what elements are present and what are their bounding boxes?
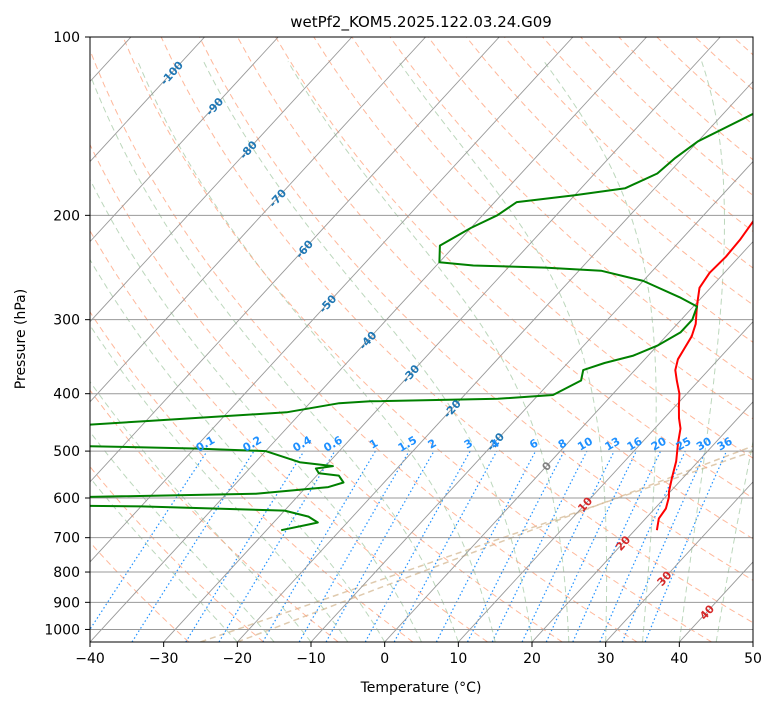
reference-curve [200, 450, 753, 642]
isotherm-line [163, 37, 721, 642]
mixing-ratio-line [218, 450, 336, 642]
mixing-ratio-line [364, 450, 471, 642]
y-tick-label: 100 [53, 30, 80, 46]
y-tick-label: 900 [53, 595, 80, 611]
y-axis-ticks: 100 200 300 400 500 600 700 800 900 1000 [44, 30, 90, 638]
mixing-ratio-line [599, 450, 686, 642]
mixing-ratio-line [325, 450, 435, 642]
profile-series [90, 112, 753, 532]
moist-adiabat [543, 61, 657, 642]
x-tick-label: 40 [670, 651, 688, 667]
y-tick-label: 700 [53, 531, 80, 547]
isotherm-line [458, 321, 753, 642]
dry-adiabat [351, 37, 753, 420]
dry-adiabat [275, 37, 753, 499]
mixing-ratio-line [393, 450, 498, 642]
mixing-ratio-line [491, 450, 588, 642]
dry-adiabat [237, 37, 753, 540]
isotherm-line [90, 37, 426, 403]
isotherm-line [90, 37, 500, 483]
y-tick-label: 500 [53, 444, 80, 460]
isotherm-lines [90, 37, 753, 642]
dry-adiabat [90, 48, 638, 642]
isotherm-line [531, 401, 753, 642]
moist-adiabat [90, 431, 275, 642]
isotherm-line [90, 37, 279, 243]
x-axis-ticks: −40 −30 −20 −10 0 10 20 30 40 50 [75, 642, 762, 667]
x-tick-label: −40 [75, 651, 105, 667]
moist-adiabat [137, 61, 496, 642]
dry-adiabat [427, 37, 753, 343]
x-tick-label: 20 [523, 651, 541, 667]
dry-adiabat [389, 37, 753, 381]
x-tick-label: 30 [597, 651, 615, 667]
isotherm-line [310, 160, 753, 642]
y-tick-label: 800 [53, 565, 80, 581]
isotherm-line [90, 37, 647, 642]
dry-adiabat [122, 37, 712, 642]
x-tick-label: −30 [149, 651, 179, 667]
moist-adiabat [90, 258, 386, 642]
plot-frame [89, 36, 754, 643]
dry-adiabat [313, 37, 753, 459]
y-tick-label: 400 [53, 387, 80, 403]
mixing-ratio-line [466, 450, 565, 642]
dewpoint-line [90, 112, 753, 532]
x-tick-label: −10 [296, 651, 326, 667]
dry-adiabat [90, 541, 190, 642]
mixing-ratio-line [621, 450, 707, 642]
x-tick-label: 50 [744, 651, 762, 667]
moist-adiabat [203, 61, 533, 642]
moist-adiabat [90, 324, 349, 642]
isotherm-line [90, 37, 353, 323]
y-tick-label: 200 [53, 208, 80, 224]
x-tick-label: 0 [380, 651, 389, 667]
x-axis-label: Temperature (°C) [360, 680, 482, 696]
chart-title: wetPf2_KOM5.2025.122.03.24.G09 [290, 13, 552, 32]
mixing-ratio-line [131, 450, 255, 642]
moist-adiabat [90, 477, 238, 642]
isotherm-line [384, 240, 753, 642]
dry-adiabat [90, 465, 264, 642]
temperature-line [655, 219, 753, 531]
dry-adiabat [90, 143, 563, 642]
x-tick-label: 10 [449, 651, 467, 667]
y-axis-label: Pressure (hPa) [13, 289, 29, 389]
dry-adiabats [90, 37, 753, 642]
dry-adiabat [198, 37, 753, 581]
dry-adiabat [90, 229, 488, 642]
moist-adiabat [90, 178, 422, 642]
background-curves [200, 445, 753, 642]
isotherm-line [90, 37, 574, 563]
moist-adiabat [90, 380, 312, 642]
moist-adiabat [715, 438, 753, 642]
moist-adiabat [90, 72, 459, 642]
y-tick-label: 600 [53, 491, 80, 507]
y-tick-label: 1000 [44, 622, 80, 638]
mixing-ratio-line [185, 450, 305, 642]
dry-adiabat [160, 37, 753, 624]
moist-adiabat [678, 61, 726, 642]
pressure-gridlines [90, 37, 753, 630]
moist-adiabat [398, 61, 608, 642]
isotherm-line [237, 80, 753, 642]
x-tick-label: −20 [223, 651, 253, 667]
isotherm-line [605, 481, 753, 642]
y-tick-label: 300 [53, 313, 80, 329]
isotherm-line [90, 37, 205, 163]
